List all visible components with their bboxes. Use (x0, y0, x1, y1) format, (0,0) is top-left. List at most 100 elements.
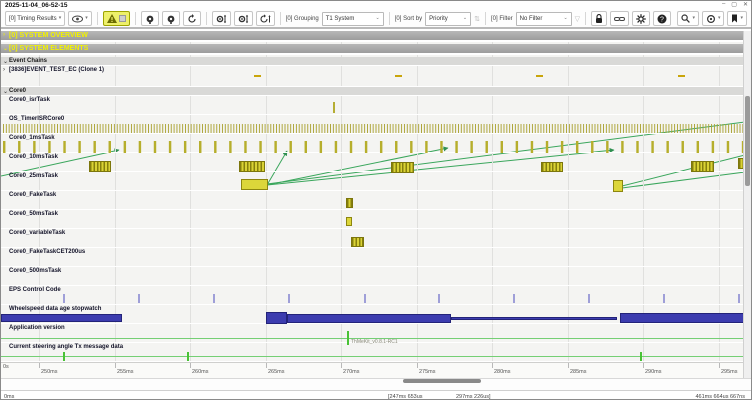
vertical-scrollbar[interactable] (743, 31, 751, 378)
axis-tick (341, 363, 342, 368)
axis-tick-label: 285ms (570, 369, 587, 375)
sortby-select[interactable]: Priority ⌄ (425, 11, 472, 26)
row-application-version[interactable]: Application version (1, 324, 745, 343)
row-core0-faketaskcet200us[interactable]: Core0_FakeTaskCET200us (1, 248, 745, 267)
row-label: OS_TimerISRCore0 (9, 116, 65, 122)
row-label: Application version (9, 325, 65, 331)
bookmark-icon (732, 14, 738, 23)
search-icon (681, 14, 691, 23)
row-core0-500mstask[interactable]: Core0_500msTask (1, 267, 745, 286)
execution-bar (351, 237, 364, 247)
row-label: Current steering angle Tx message data (9, 344, 124, 350)
sample-marker (288, 294, 290, 303)
maximize-button[interactable]: ▢ (731, 2, 737, 8)
window-controls: – ▢ ✕ (722, 1, 748, 8)
execution-bar (241, 179, 268, 190)
grouping-value: T1 System (325, 15, 355, 22)
row-system-elements[interactable]: ⌄ [0] SYSTEM ELEMENTS (1, 44, 745, 55)
search-button[interactable]: ▾ (677, 11, 699, 26)
refresh-instances-button[interactable] (182, 11, 201, 26)
title-bar: 2025-11-04_06-52-15 – ▢ ✕ (1, 1, 751, 10)
instance-view-2-button[interactable] (161, 11, 180, 26)
warnings-button[interactable] (102, 11, 130, 26)
execution-bar (738, 158, 745, 169)
lock-button[interactable] (591, 11, 608, 26)
row-label: [0] SYSTEM ELEMENTS (9, 45, 89, 52)
filter-label: [0] Filter (490, 15, 513, 22)
filter-value: No Filter (519, 15, 543, 22)
row-steering-angle-tx[interactable]: Current steering angle Tx message data (1, 343, 745, 362)
visibility-button[interactable]: ▾ (68, 11, 92, 26)
sample-marker (738, 294, 740, 303)
sort-direction-icon[interactable]: ⇅ (474, 15, 480, 23)
gear-arrows-icon (238, 14, 248, 23)
row-system-overview[interactable]: › [0] SYSTEM OVERVIEW (1, 31, 745, 42)
axis-tick-label: 270ms (343, 369, 360, 375)
instance-view-button[interactable] (140, 11, 159, 26)
toolbar-separator (134, 12, 136, 25)
timing-results-dropdown[interactable]: [0] Timing Results ▾ (5, 11, 66, 26)
collapse-arrow-icon[interactable]: › (3, 67, 5, 73)
toolbar-separator (388, 12, 390, 25)
eye-icon (72, 15, 84, 22)
window-title: 2025-11-04_06-52-15 (5, 2, 68, 9)
activation-ticks (3, 141, 745, 153)
status-total-duration: 461ms 664us 667ns (695, 394, 745, 400)
target-button[interactable]: ▾ (701, 11, 725, 26)
expand-arrow-icon[interactable]: ⌄ (3, 46, 9, 52)
link-icon (614, 16, 626, 21)
row-core0-50mstask[interactable]: Core0_50msTask (1, 210, 745, 229)
horizontal-scrollbar-thumb[interactable] (403, 379, 481, 383)
axis-tick (417, 363, 418, 368)
row-event-test-ec[interactable]: › [3836]EVENT_TEST_EC (Clone 1) (1, 66, 745, 87)
warning-count-badge (118, 15, 126, 22)
signal-change-marker (640, 352, 642, 361)
row-label: Core0_isrTask (9, 97, 50, 103)
row-eps-control-code[interactable]: EPS Control Code (1, 286, 745, 305)
signal-line (1, 356, 745, 357)
funnel-icon: ▽ (574, 15, 581, 23)
row-label: Core0_25msTask (9, 173, 58, 179)
row-label: Core0_FakeTaskCET200us (9, 249, 86, 255)
row-core0-25mstask[interactable]: Core0_25msTask (1, 172, 745, 191)
row-core0-10mstask[interactable]: Core0_10msTask (1, 153, 745, 172)
execution-bar (239, 161, 265, 172)
execution-bar (346, 198, 353, 208)
row-core0-faketask[interactable]: Core0_FakeTask (1, 191, 745, 210)
axis-tick-label: 255ms (117, 369, 134, 375)
horizontal-scrollbar[interactable] (1, 378, 751, 391)
help-icon: ? (657, 14, 667, 23)
axis-tick (719, 363, 720, 368)
settings-button[interactable] (632, 11, 651, 26)
bookmark-button[interactable]: ▾ (727, 11, 747, 26)
grouping-select[interactable]: T1 System ⌄ (321, 11, 384, 26)
row-label: Core0_variableTask (9, 230, 66, 236)
sample-marker (663, 294, 665, 303)
expand-arrow-icon[interactable]: ⌄ (3, 89, 9, 95)
axis-tick (39, 363, 40, 368)
gridline (719, 31, 720, 362)
row-event-chains[interactable]: ⌄ Event Chains (1, 57, 745, 66)
row-core0-isrtask[interactable]: Core0_isrTask (1, 96, 745, 115)
stopwatch-icon (146, 15, 154, 24)
refresh-up-down-button[interactable] (255, 11, 275, 26)
row-label: Core0_500msTask (9, 268, 62, 274)
vertical-scrollbar-thumb[interactable] (745, 96, 750, 186)
close-button[interactable]: ✕ (742, 2, 748, 8)
minimize-button[interactable]: – (721, 1, 726, 7)
help-button[interactable]: ? (653, 11, 672, 26)
gear-up-down-button[interactable] (211, 11, 231, 26)
expand-arrow-icon[interactable]: ⌄ (3, 59, 9, 65)
toolbar-separator (96, 12, 98, 25)
collapse-arrow-icon[interactable]: › (3, 32, 5, 38)
link-button[interactable] (610, 11, 630, 26)
row-wheelspeed-stopwatch[interactable]: Wheelspeed data age stopwatch (1, 305, 745, 324)
row-label: Wheelspeed data age stopwatch (9, 306, 102, 312)
trace-chart[interactable]: › [0] SYSTEM OVERVIEW ⌄ [0] SYSTEM ELEMENTS… (1, 31, 745, 362)
filter-select[interactable]: No Filter ⌄ (515, 11, 572, 26)
gear-up-down-2-button[interactable] (233, 11, 253, 26)
row-core0-variabletask[interactable]: Core0_variableTask (1, 229, 745, 248)
row-core0[interactable]: ⌄ Core0 (1, 87, 745, 96)
row-os-timerisrcore0[interactable]: OS_TimerISRCore0 (1, 115, 745, 134)
status-selection-start: [247ms 653us (388, 394, 423, 400)
